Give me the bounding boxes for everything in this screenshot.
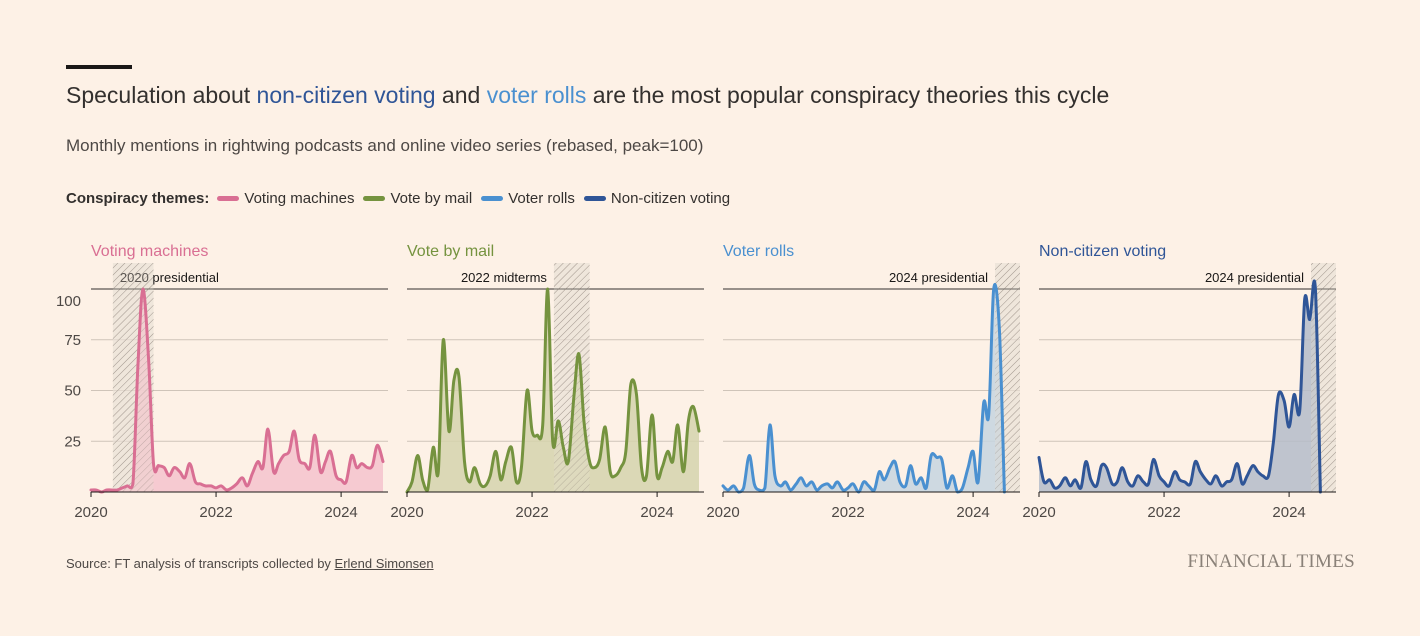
x-tick-label-2020: 2020 — [706, 504, 739, 521]
panel-title-vote-by-mail: Vote by mail — [407, 243, 494, 260]
series-line-vote-by-mail — [405, 287, 701, 494]
y-tick-label-50: 50 — [64, 383, 81, 400]
legend-label: Conspiracy themes: — [66, 190, 210, 207]
y-tick-label-75: 75 — [64, 332, 81, 349]
y-tick-label-100: 100 — [56, 293, 81, 310]
event-band-overlay-voter-rolls — [994, 263, 1020, 492]
x-tick-label-2020: 2020 — [1022, 504, 1055, 521]
chart-subtitle: Monthly mentions in rightwing podcasts a… — [66, 136, 704, 155]
x-tick-label-2022: 2022 — [199, 504, 232, 521]
event-label-vote-by-mail: 2022 midterms — [461, 270, 547, 285]
x-tick-label-2022: 2022 — [831, 504, 864, 521]
x-tick-label-2022: 2022 — [1147, 504, 1180, 521]
event-label-voter-rolls: 2024 presidential — [889, 270, 988, 285]
series-line-voting-machines — [89, 287, 385, 494]
x-tick-label-2024: 2024 — [1272, 504, 1305, 521]
title-highlight-voter-rolls: voter rolls — [486, 82, 587, 108]
y-tick-label-25: 25 — [64, 433, 81, 450]
x-tick-label-2024: 2024 — [956, 504, 989, 521]
x-tick-label-2020: 2020 — [390, 504, 423, 521]
source-link[interactable]: Erlend Simonsen — [334, 556, 434, 571]
series-area-voter-rolls — [723, 284, 1005, 492]
legend-item-voter-rolls: Voter rolls — [481, 190, 575, 207]
title-mid: and — [435, 82, 487, 108]
title-accent-bar — [66, 65, 132, 69]
x-tick-label-2024: 2024 — [324, 504, 357, 521]
ft-logo: FINANCIAL TIMES — [1187, 551, 1355, 572]
panel-title-voting-machines: Voting machines — [91, 243, 208, 260]
legend-item-vote-by-mail: Vote by mail — [363, 190, 472, 207]
source-note: Source: FT analysis of transcripts colle… — [66, 556, 434, 571]
legend-text-vote-by-mail: Vote by mail — [390, 190, 473, 207]
legend-swatch-non-citizen-voting — [583, 196, 606, 201]
legend-swatch-voter-rolls — [481, 196, 504, 201]
chart-title: Speculation about non-citizen voting and… — [66, 82, 1109, 109]
title-pre: Speculation about — [66, 82, 257, 108]
x-tick-label-2024: 2024 — [640, 504, 673, 521]
series-area-non-citizen-voting — [1039, 280, 1321, 492]
legend-text-non-citizen-voting: Non-citizen voting — [610, 190, 731, 207]
legend-text-voting-machines: Voting machines — [244, 190, 355, 207]
legend-item-non-citizen-voting: Non-citizen voting — [583, 190, 731, 207]
source-prefix: Source: FT analysis of transcripts colle… — [66, 556, 335, 571]
legend-item-voting-machines: Voting machines — [217, 190, 354, 207]
legend: Conspiracy themes: Voting machines Vote … — [66, 190, 739, 207]
legend-text-voter-rolls: Voter rolls — [508, 190, 575, 207]
legend-swatch-vote-by-mail — [363, 196, 386, 201]
event-band-overlay-vote-by-mail — [553, 263, 590, 492]
x-tick-label-2022: 2022 — [515, 504, 548, 521]
title-post: are the most popular conspiracy theories… — [586, 82, 1110, 108]
series-line-non-citizen-voting — [1037, 279, 1322, 494]
series-line-voter-rolls — [721, 283, 1006, 494]
legend-swatch-voting-machines — [217, 196, 240, 201]
title-highlight-non-citizen: non-citizen voting — [256, 82, 436, 108]
event-label-non-citizen-voting: 2024 presidential — [1205, 270, 1304, 285]
x-tick-label-2020: 2020 — [74, 504, 107, 521]
panel-title-voter-rolls: Voter rolls — [723, 243, 794, 260]
panel-title-non-citizen-voting: Non-citizen voting — [1039, 243, 1166, 260]
